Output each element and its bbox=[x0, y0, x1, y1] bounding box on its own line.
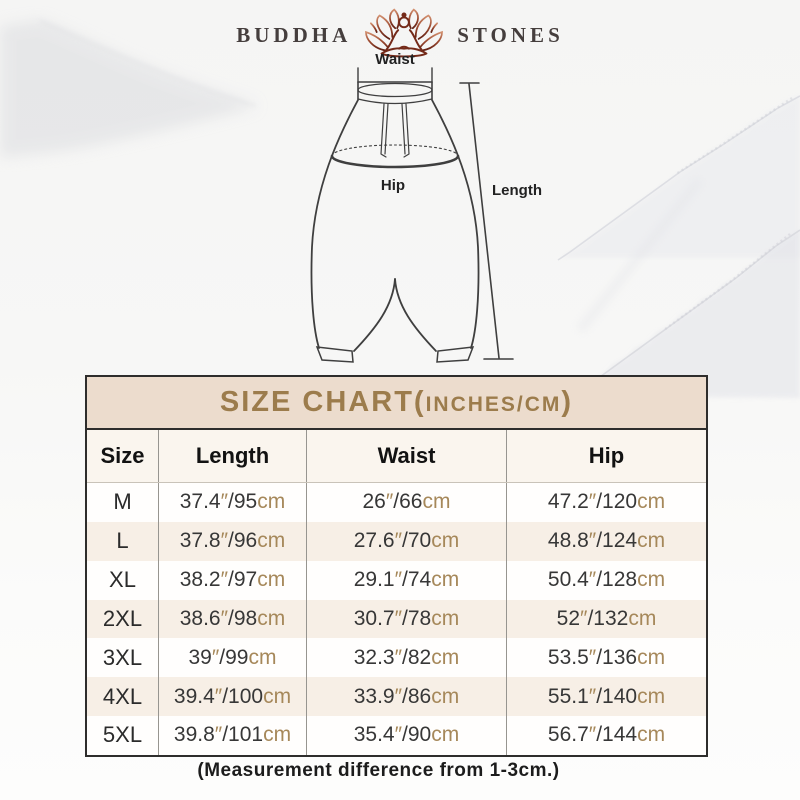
waist-cell: 33.9 ″/86 cm bbox=[306, 677, 506, 717]
hip-cell: 50.4 ″/128 cm bbox=[506, 560, 706, 600]
size-cell: 2XL bbox=[102, 605, 143, 631]
size-cell: 4XL bbox=[102, 683, 143, 709]
size-cell: XL bbox=[109, 567, 136, 593]
hip-cell: 53.5 ″/136 cm bbox=[506, 638, 706, 678]
size-chart-title: SIZE CHART(INCHES/CM) bbox=[87, 377, 706, 430]
hip-cell: 52 ″/132 cm bbox=[506, 599, 706, 639]
column-header-waist: Waist bbox=[306, 430, 506, 482]
waist-cell: 30.7 ″/78 cm bbox=[306, 599, 506, 639]
table-row: XL 38.2 ″/97 cm 29.1 ″/74 cm 50.4 ″/128 cm bbox=[87, 560, 706, 600]
length-cell: 38.2 ″/97 cm bbox=[158, 560, 306, 600]
length-cell: 38.6 ″/98 cm bbox=[158, 599, 306, 639]
brand-logo: BUDDHA bbox=[0, 8, 800, 62]
table-row: 3XL 39 ″/99 cm 32.3 ″/82 cm 53.5 ″/136 cm bbox=[87, 638, 706, 678]
waist-cell: 29.1 ″/74 cm bbox=[306, 560, 506, 600]
title-sub: INCHES/CM bbox=[425, 392, 562, 416]
table-row: L 37.8 ″/96 cm 27.6 ″/70 cm 48.8 ″/124 cm bbox=[87, 521, 706, 561]
size-cell: L bbox=[116, 528, 129, 554]
table-header-row: Size Length Waist Hip bbox=[87, 430, 706, 483]
table-row: 4XL 39.4 ″/100 cm 33.9 ″/86 cm 55.1 ″/140 cm bbox=[87, 677, 706, 717]
column-header-size: Size bbox=[100, 443, 145, 468]
brand-name-right: STONES bbox=[457, 22, 564, 47]
table-row: 5XL 39.8 ″/101 cm 35.4 ″/90 cm 56.7 ″/144 cm bbox=[87, 716, 706, 755]
hip-cell: 55.1 ″/140 cm bbox=[506, 677, 706, 717]
length-cell: 39 ″/99 cm bbox=[158, 638, 306, 678]
size-cell: 3XL bbox=[102, 644, 143, 670]
size-table-body: M 37.4 ″/95 cm 26 ″/66 cm 47.2 ″/120 cm L 37.8 ″/96 c… bbox=[87, 483, 706, 755]
size-chart-table: SIZE CHART(INCHES/CM) Size Length Waist … bbox=[85, 375, 708, 757]
waist-cell: 32.3 ″/82 cm bbox=[306, 638, 506, 678]
hip-cell: 48.8 ″/124 cm bbox=[506, 521, 706, 561]
waist-cell: 26 ″/66 cm bbox=[306, 483, 506, 522]
length-cell: 39.8 ″/101 cm bbox=[158, 716, 306, 755]
length-cell: 37.4 ″/95 cm bbox=[158, 483, 306, 522]
waist-label: Waist bbox=[375, 52, 414, 68]
lotus-meditation-icon bbox=[365, 8, 444, 58]
length-cell: 37.8 ″/96 cm bbox=[158, 521, 306, 561]
hip-cell: 56.7 ″/144 cm bbox=[506, 716, 706, 755]
measurement-note: (Measurement difference from 1-3cm.) bbox=[197, 760, 560, 781]
size-cell: 5XL bbox=[102, 722, 143, 748]
waist-cell: 27.6 ″/70 cm bbox=[306, 521, 506, 561]
table-row: M 37.4 ″/95 cm 26 ″/66 cm 47.2 ″/120 cm bbox=[87, 483, 706, 522]
table-row: 2XL 38.6 ″/98 cm 30.7 ″/78 cm 52 ″/132 cm bbox=[87, 599, 706, 639]
size-cell: M bbox=[113, 489, 132, 515]
title-main: SIZE CHART( bbox=[219, 386, 426, 418]
brand-name-left: BUDDHA bbox=[236, 22, 352, 47]
title-close: ) bbox=[561, 386, 574, 418]
length-label: Length bbox=[492, 182, 542, 199]
length-cell: 39.4 ″/100 cm bbox=[158, 677, 306, 717]
hip-cell: 47.2 ″/120 cm bbox=[506, 483, 706, 522]
pants-diagram: Waist Hip Length bbox=[310, 52, 542, 363]
column-header-length: Length bbox=[158, 430, 306, 482]
waist-cell: 35.4 ″/90 cm bbox=[306, 716, 506, 755]
column-header-hip: Hip bbox=[506, 430, 706, 482]
hip-label: Hip bbox=[381, 177, 405, 194]
